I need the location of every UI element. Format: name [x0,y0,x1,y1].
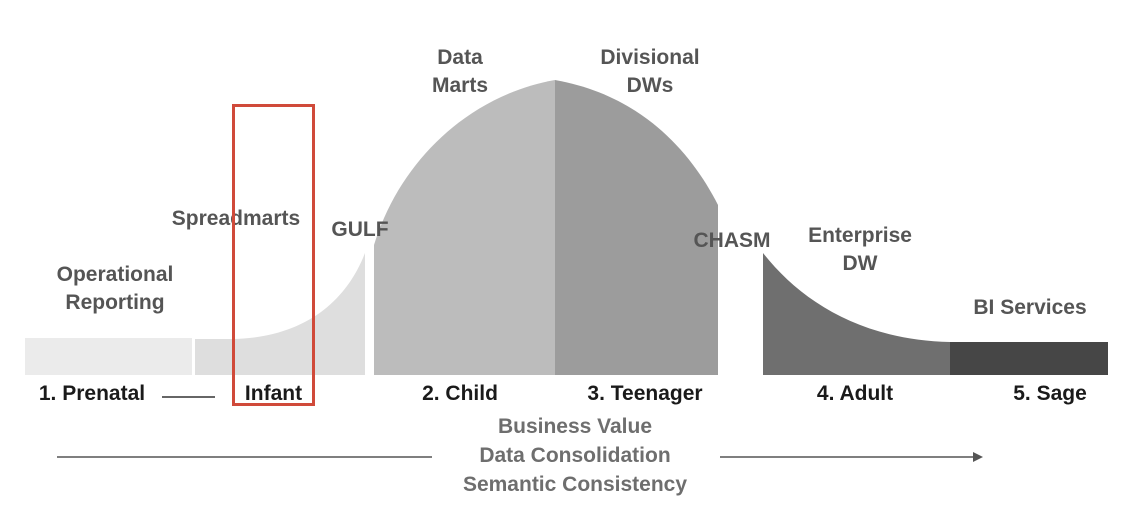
axis-semantic-consistency: Semantic Consistency [462,473,688,496]
axis-business-value: Business Value [497,415,653,438]
child-segment [374,80,555,375]
infant-segment [195,253,365,375]
bi-services-label: BI Services [973,296,1087,319]
divisional-dws-label: Divisional DWs [600,46,700,97]
adult-segment [763,253,950,375]
teenager-segment [555,80,718,375]
axis-arrowhead [973,452,983,462]
stage-sage-label: 5. Sage [1013,382,1087,405]
stage-child-label: 2. Child [422,382,498,405]
stage-infant-label: Infant [244,382,303,405]
sage-segment [950,342,1108,375]
axis-label: Business Value Data Consolidation Semant… [420,412,730,499]
prenatal-segment [25,338,192,375]
stage-prenatal-label: 1. Prenatal [38,382,146,405]
data-marts-label: Data Marts [431,46,489,97]
stage-adult-label: 4. Adult [816,382,894,405]
chasm-label: CHASM [693,229,771,252]
enterprise-dw-label: Enterprise DW [808,224,912,275]
spreadmarts-label: Spreadmarts [171,207,301,230]
infant-highlight-box [232,104,315,406]
operational-reporting-label: Operational Reporting [56,263,174,314]
axis-data-consolidation: Data Consolidation [479,444,671,467]
gulf-label: GULF [331,218,389,241]
stage-teenager-label: 3. Teenager [587,382,703,405]
